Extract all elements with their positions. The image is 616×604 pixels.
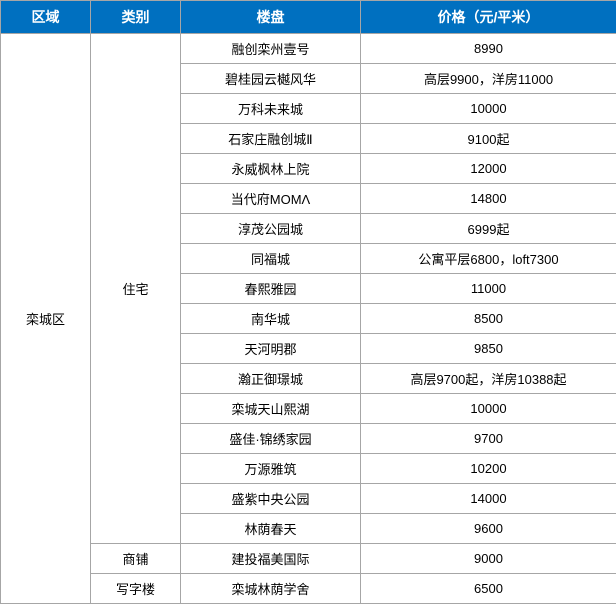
price-cell: 6500	[361, 574, 616, 604]
price-cell: 12000	[361, 154, 616, 184]
project-cell: 石家庄融创城Ⅱ	[181, 124, 361, 154]
project-cell: 盛佳·锦绣家园	[181, 424, 361, 454]
project-cell: 春熙雅园	[181, 274, 361, 304]
project-cell: 永威枫林上院	[181, 154, 361, 184]
header-row: 区域 类别 楼盘 价格（元/平米）	[1, 1, 616, 34]
price-cell: 14800	[361, 184, 616, 214]
price-cell: 14000	[361, 484, 616, 514]
price-cell: 公寓平层6800，loft7300	[361, 244, 616, 274]
table-row: 栾城区住宅融创栾州壹号8990	[1, 34, 616, 64]
price-table: 区域 类别 楼盘 价格（元/平米） 栾城区住宅融创栾州壹号8990碧桂园云樾风华…	[0, 0, 616, 604]
price-cell: 11000	[361, 274, 616, 304]
project-cell: 盛紫中央公园	[181, 484, 361, 514]
price-cell: 9850	[361, 334, 616, 364]
price-cell: 9000	[361, 544, 616, 574]
project-cell: 当代府MOMΛ	[181, 184, 361, 214]
col-category: 类别	[91, 1, 181, 34]
category-cell: 住宅	[91, 34, 181, 544]
project-cell: 同福城	[181, 244, 361, 274]
price-cell: 10000	[361, 94, 616, 124]
price-cell: 10000	[361, 394, 616, 424]
project-cell: 融创栾州壹号	[181, 34, 361, 64]
price-cell: 8500	[361, 304, 616, 334]
table-row: 商铺建投福美国际9000	[1, 544, 616, 574]
project-cell: 栾城天山熙湖	[181, 394, 361, 424]
col-region: 区域	[1, 1, 91, 34]
price-table-container: 区域 类别 楼盘 价格（元/平米） 栾城区住宅融创栾州壹号8990碧桂园云樾风华…	[0, 0, 616, 604]
project-cell: 淳茂公园城	[181, 214, 361, 244]
price-cell: 9700	[361, 424, 616, 454]
project-cell: 万源雅筑	[181, 454, 361, 484]
price-cell: 6999起	[361, 214, 616, 244]
project-cell: 南华城	[181, 304, 361, 334]
project-cell: 天河明郡	[181, 334, 361, 364]
region-cell: 栾城区	[1, 34, 91, 604]
price-cell: 高层9900，洋房11000	[361, 64, 616, 94]
project-cell: 瀚正御璟城	[181, 364, 361, 394]
price-cell: 9600	[361, 514, 616, 544]
project-cell: 建投福美国际	[181, 544, 361, 574]
price-cell: 9100起	[361, 124, 616, 154]
project-cell: 碧桂园云樾风华	[181, 64, 361, 94]
project-cell: 栾城林荫学舍	[181, 574, 361, 604]
col-price: 价格（元/平米）	[361, 1, 616, 34]
price-cell: 10200	[361, 454, 616, 484]
col-project: 楼盘	[181, 1, 361, 34]
price-cell: 8990	[361, 34, 616, 64]
price-table-body: 栾城区住宅融创栾州壹号8990碧桂园云樾风华高层9900，洋房11000万科未来…	[1, 34, 616, 604]
price-cell: 高层9700起，洋房10388起	[361, 364, 616, 394]
project-cell: 万科未来城	[181, 94, 361, 124]
category-cell: 商铺	[91, 544, 181, 574]
table-row: 写字楼栾城林荫学舍6500	[1, 574, 616, 604]
category-cell: 写字楼	[91, 574, 181, 604]
project-cell: 林荫春天	[181, 514, 361, 544]
